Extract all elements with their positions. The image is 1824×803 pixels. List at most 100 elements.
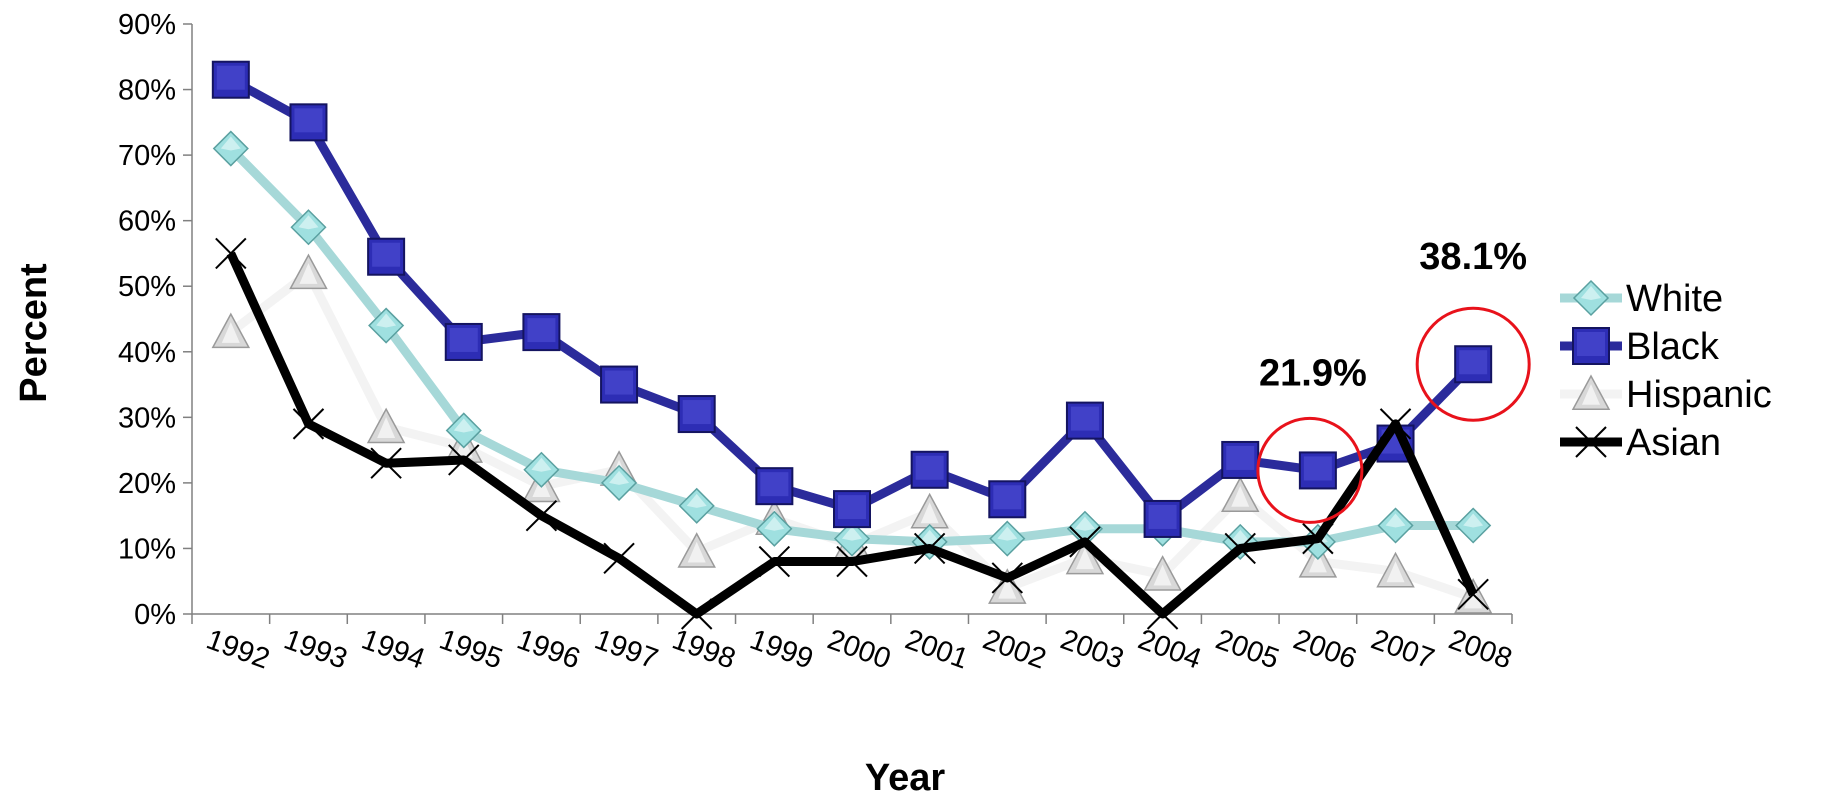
annotation-label: 38.1% — [1419, 236, 1527, 278]
x-tick-label: 2003 — [1056, 623, 1128, 675]
x-tick-label: 2008 — [1444, 623, 1516, 675]
point-white — [678, 487, 715, 524]
x-tick-label: 1998 — [668, 623, 740, 675]
y-tick-label: 0% — [134, 599, 176, 631]
point-asian — [603, 542, 635, 574]
point-hispanic — [910, 492, 949, 529]
legend-marker — [1575, 426, 1607, 458]
point-black — [289, 103, 328, 142]
y-tick-label: 10% — [118, 533, 176, 565]
point-hispanic — [1298, 541, 1338, 578]
point-hispanic — [211, 312, 251, 349]
point-black — [1298, 451, 1337, 490]
y-tick-label: 80% — [118, 75, 176, 107]
point-black — [444, 322, 483, 361]
x-tick-label: 2001 — [901, 623, 973, 675]
y-tick-label: 40% — [118, 337, 176, 369]
point-asian — [1069, 526, 1101, 558]
point-black — [833, 490, 871, 529]
highlight-circle — [1256, 416, 1364, 524]
highlight-circle — [1415, 306, 1531, 422]
legend: White Black Hispanic Asian — [1560, 278, 1772, 464]
point-black — [211, 60, 250, 99]
point-hispanic — [1065, 538, 1105, 575]
point-asian — [1302, 522, 1334, 555]
point-black — [755, 467, 794, 506]
x-axis-title: Year — [865, 757, 946, 799]
legend-marker — [1572, 327, 1610, 365]
y-axis-title: Percent — [13, 263, 55, 403]
x-tick-label: 2005 — [1212, 623, 1284, 675]
point-black — [1065, 401, 1104, 440]
legend-item-white: White — [1560, 278, 1723, 320]
legend-label: Hispanic — [1626, 374, 1772, 416]
point-asian — [913, 532, 946, 565]
series-line-white — [227, 145, 1474, 547]
point-white — [212, 130, 249, 167]
x-tick-label: 1994 — [357, 623, 429, 675]
point-white — [445, 412, 482, 449]
point-hispanic — [366, 407, 406, 444]
point-white — [989, 520, 1026, 557]
x-tick-label: 2006 — [1289, 623, 1361, 675]
point-white — [290, 209, 327, 246]
point-black — [910, 450, 949, 489]
point-white — [600, 464, 638, 501]
point-white — [756, 510, 793, 547]
annotation-label: 21.9% — [1259, 352, 1367, 394]
point-asian — [292, 408, 325, 440]
x-tick-label: 1995 — [435, 623, 507, 675]
legend-label: Asian — [1626, 422, 1721, 464]
point-hispanic — [1220, 476, 1260, 513]
point-asian — [1224, 532, 1256, 565]
point-asian — [215, 237, 247, 270]
y-tick-label: 20% — [118, 468, 176, 500]
legend-marker — [1571, 374, 1611, 411]
point-black — [1454, 345, 1493, 384]
y-tick-label: 50% — [118, 271, 176, 303]
point-asian — [680, 598, 713, 630]
point-white — [1455, 507, 1492, 544]
point-hispanic — [677, 532, 716, 568]
point-white — [523, 451, 560, 488]
legend-marker — [1572, 279, 1610, 317]
y-tick-label: 90% — [118, 9, 176, 41]
y-tick-label: 30% — [118, 402, 176, 434]
point-asian — [448, 444, 480, 476]
point-asian — [758, 545, 791, 578]
x-tick-label: 2002 — [979, 623, 1051, 675]
annotation-layer: 21.9% 38.1% — [1256, 236, 1531, 524]
point-asian — [1457, 578, 1489, 611]
legend-item-hispanic: Hispanic — [1560, 374, 1772, 416]
point-black — [1143, 499, 1182, 538]
point-asian — [1379, 408, 1412, 440]
legend-item-asian: Asian — [1560, 422, 1721, 464]
x-tick-label: 2007 — [1367, 623, 1439, 675]
x-tick-label: 2000 — [823, 623, 895, 675]
legend-label: White — [1626, 278, 1723, 320]
point-hispanic — [1376, 551, 1415, 588]
x-tick-label: 1996 — [513, 623, 585, 675]
legend-item-black: Black — [1560, 326, 1720, 368]
point-black — [522, 313, 561, 352]
x-tick-label: 1992 — [202, 623, 274, 675]
legend-label: Black — [1626, 326, 1720, 368]
point-asian — [836, 545, 868, 578]
series-asian — [215, 237, 1489, 630]
series-black — [211, 60, 1493, 538]
point-hispanic — [289, 253, 328, 290]
series-layer — [211, 60, 1493, 630]
point-white — [1377, 507, 1414, 544]
y-tick-label: 60% — [118, 206, 176, 238]
point-hispanic — [1143, 555, 1182, 591]
x-axis: 1992 1993 1994 1995 1996 1997 1998 1999 2000 2001… — [191, 613, 1516, 676]
x-tick-label: 1999 — [746, 623, 818, 675]
point-black — [677, 395, 716, 434]
point-asian — [525, 499, 558, 532]
point-black — [1221, 440, 1260, 479]
x-tick-label: 1993 — [280, 623, 352, 675]
series-line-black — [228, 75, 1477, 524]
y-axis: 0% 10% 20% 30% 40% 50% 60% 70% 80% 90% — [118, 9, 193, 631]
point-asian — [1146, 598, 1179, 630]
